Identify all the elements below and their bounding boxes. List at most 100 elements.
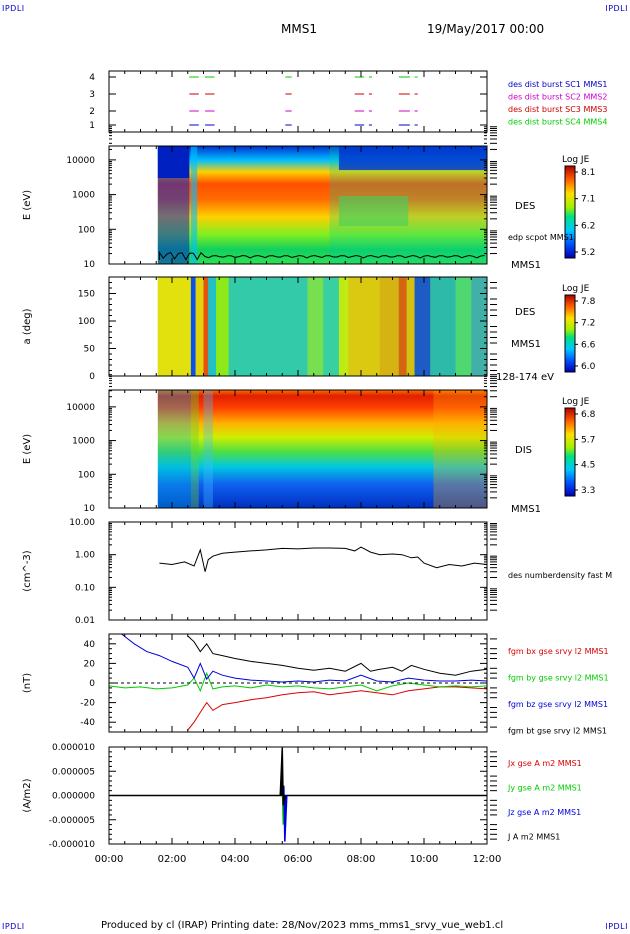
- bfield-series-line-2: [108, 671, 488, 693]
- pitch-feature: [228, 277, 308, 376]
- time-tick-label: 04:00: [221, 854, 250, 865]
- pitch-feature: [471, 277, 487, 376]
- des-energy-ytick-label: 100: [78, 225, 95, 235]
- colorbar-title-3: Log JE: [562, 397, 590, 407]
- burst-legend-3: des dist burst SC3 MMS3: [508, 105, 607, 114]
- panel-frame-1: [108, 70, 488, 133]
- pitch-feature: [348, 277, 380, 376]
- dis-energy-ylabel: E (eV): [22, 434, 33, 464]
- corner-label-bottom-left: IPDLI: [2, 922, 25, 931]
- current-ytick-label: 0.000005: [52, 767, 95, 777]
- pitch-feature: [203, 277, 209, 376]
- dis-energy-feature: [157, 390, 191, 508]
- pitch-feature: [216, 277, 229, 376]
- burst-legend-1: des dist burst SC1 MMS1: [508, 80, 607, 89]
- des-energy-right-label: DES: [515, 201, 535, 212]
- current-ytick-label: 0.000000: [52, 792, 95, 802]
- colorbar-tick-3: 4.5: [581, 461, 595, 471]
- colorbar-tick-2: 7.8: [581, 297, 596, 307]
- panel-frame-5: [108, 521, 488, 621]
- colorbar-1: [564, 165, 576, 259]
- pitch-right-label: DES: [515, 307, 535, 318]
- pitch-right-label: 128-174 eV: [496, 372, 554, 383]
- current-legend-1: Jx gse A m2 MMS1: [507, 759, 582, 768]
- corner-label-bottom-right: IPDLI: [605, 922, 628, 931]
- current-spike-4: [279, 747, 286, 806]
- colorbar-title-2: Log JE: [562, 284, 590, 294]
- colorbar-tick-3: 5.7: [581, 435, 595, 445]
- density-ytick-label: 0.01: [75, 616, 95, 626]
- dis-energy-right-label: DIS: [515, 445, 532, 456]
- burst-ytick-label: 1: [89, 121, 95, 131]
- time-tick-label: 10:00: [410, 854, 439, 865]
- bfield-ytick-label: 0: [89, 679, 95, 689]
- time-tick-label: 02:00: [158, 854, 187, 865]
- current-ytick-label: -0.000005: [49, 816, 95, 826]
- bfield-ytick-label: 20: [84, 659, 96, 669]
- colorbar-tick-3: 6.8: [581, 410, 596, 420]
- bfield-legend-2: fgm by gse srvy l2 MMS1: [508, 674, 609, 683]
- dis-energy-ytick-label: 100: [78, 470, 95, 480]
- time-tick-label: 12:00: [473, 854, 502, 865]
- burst-ytick-label: 3: [89, 90, 95, 100]
- dis-energy-feature: [203, 390, 213, 508]
- burst-ytick-label: 2: [89, 107, 95, 117]
- edp-scpot-line: [158, 250, 485, 261]
- pitch-feature: [190, 277, 196, 376]
- current-ytick-label: 0.000010: [52, 743, 95, 753]
- bfield-legend-1: fgm bx gse srvy l2 MMS1: [508, 647, 609, 656]
- corner-label-top-left: IPDLI: [2, 4, 25, 13]
- des-energy-ytick-label: 10000: [66, 156, 95, 166]
- colorbar-title-1: Log JE: [562, 155, 590, 165]
- des-energy-feature: [338, 196, 409, 226]
- colorbar-tick-2: 6.6: [581, 340, 596, 350]
- footer-credit: Produced by cl (IRAP) Printing date: 28/…: [101, 920, 504, 931]
- pitch-feature: [195, 277, 204, 376]
- des-energy-feature: [157, 146, 190, 178]
- pitch-ytick-label: 100: [78, 317, 95, 327]
- pitch-feature: [307, 277, 324, 376]
- bfield-series-line-4: [187, 635, 488, 676]
- des-energy-feature: [338, 146, 487, 170]
- plot-date: 19/May/2017 00:00: [427, 22, 545, 36]
- time-tick-label: 00:00: [95, 854, 124, 865]
- burst-ytick-label: 4: [89, 73, 95, 83]
- colorbar-tick-1: 6.2: [581, 221, 595, 231]
- burst-legend-4: des dist burst SC4 MMS4: [508, 118, 607, 127]
- density-ytick-label: 10.00: [69, 518, 95, 528]
- colorbar-tick-2: 6.0: [581, 362, 596, 372]
- colorbar-tick-1: 7.1: [581, 195, 595, 205]
- density-ylabel: (cm^-3): [22, 550, 33, 591]
- burst-legend-2: des dist burst SC2 MMS2: [508, 93, 607, 102]
- pitch-ytick-label: 0: [89, 372, 95, 382]
- current-ylabel: (A/m2): [22, 778, 33, 812]
- des-energy-feature: [190, 146, 198, 264]
- current-ytick-label: -0.000010: [49, 840, 95, 850]
- pitch-feature: [157, 277, 191, 376]
- current-legend-2: Jy gse A m2 MMS1: [507, 784, 582, 793]
- bfield-series-line-3: [121, 633, 488, 683]
- current-legend-3: Jz gse A m2 MMS1: [507, 808, 581, 817]
- bfield-series-line-1: [187, 686, 488, 731]
- pitch-feature: [414, 277, 431, 376]
- colorbar-tick-1: 8.1: [581, 168, 595, 178]
- pitch-feature: [379, 277, 399, 376]
- des-energy-right-label: MMS1: [511, 260, 541, 271]
- dis-energy-base: [157, 390, 487, 508]
- colorbar-3: [564, 407, 576, 497]
- time-tick-label: 06:00: [284, 854, 313, 865]
- dis-energy-feature: [190, 390, 199, 508]
- time-tick-label: 08:00: [347, 854, 376, 865]
- plot-title: MMS1: [281, 22, 317, 36]
- bfield-ytick-label: -40: [80, 718, 95, 728]
- density-ytick-label: 1.00: [75, 551, 95, 561]
- des-energy-ytick-label: 10: [84, 260, 96, 270]
- dis-energy-ytick-label: 10: [84, 504, 96, 514]
- dis-energy-ytick-label: 1000: [72, 437, 95, 447]
- pitch-feature: [430, 277, 456, 376]
- pitch-feature: [455, 277, 472, 376]
- corner-label-top-right: IPDLI: [605, 4, 628, 13]
- pitch-ytick-label: 150: [78, 290, 95, 300]
- pitch-feature: [208, 277, 217, 376]
- pitch-feature: [398, 277, 407, 376]
